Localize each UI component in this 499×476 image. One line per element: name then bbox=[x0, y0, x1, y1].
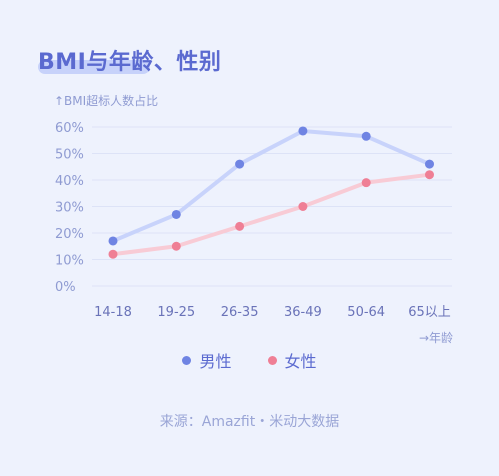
x-tick-label: 65以上 bbox=[408, 305, 451, 320]
y-tick-label: 40% bbox=[55, 174, 84, 189]
series-line-female bbox=[111, 172, 432, 257]
x-tick-label: 19-25 bbox=[157, 305, 195, 320]
x-tick-label: 50-64 bbox=[347, 305, 385, 320]
data-point-female bbox=[235, 221, 245, 231]
legend-label-male: 男性 bbox=[199, 352, 232, 371]
legend-label-female: 女性 bbox=[284, 352, 317, 371]
y-tick-label: 50% bbox=[55, 148, 84, 163]
data-point-female bbox=[298, 202, 308, 211]
data-point-male bbox=[298, 126, 308, 136]
y-axis-label: ↑BMI超标人数占比 bbox=[54, 94, 159, 108]
y-tick-label: 60% bbox=[55, 121, 84, 136]
x-axis-unit: →年龄 bbox=[418, 331, 453, 345]
y-tick-label: 0% bbox=[55, 280, 76, 295]
data-point-female bbox=[425, 170, 434, 180]
legend: 男性 女性 bbox=[0, 348, 499, 372]
y-tick-label: 20% bbox=[55, 227, 84, 242]
data-point-female bbox=[171, 241, 181, 251]
title-block: BMI与年龄、性别 bbox=[38, 44, 221, 76]
legend-dot-male bbox=[182, 355, 192, 365]
x-tick-label: 14-18 bbox=[94, 305, 132, 320]
data-point-male bbox=[425, 159, 434, 169]
data-point-female bbox=[361, 178, 371, 188]
legend-item-female: 女性 bbox=[267, 348, 317, 372]
legend-dot-female bbox=[267, 355, 277, 365]
chart-title: BMI与年龄、性别 bbox=[38, 50, 222, 75]
legend-item-male: 男性 bbox=[182, 348, 232, 372]
series-line-male bbox=[111, 128, 432, 243]
title-underline bbox=[38, 60, 150, 74]
x-tick-label: 36-49 bbox=[284, 305, 322, 320]
x-tick-label: 26-35 bbox=[221, 305, 259, 320]
data-point-male bbox=[235, 159, 245, 169]
data-point-male bbox=[108, 236, 118, 246]
source-text: 来源：Amazfit・米动大数据 bbox=[159, 414, 340, 430]
y-tick-label: 30% bbox=[55, 201, 84, 216]
data-point-female bbox=[108, 249, 118, 259]
data-point-male bbox=[171, 209, 181, 219]
data-point-male bbox=[361, 131, 371, 141]
y-tick-label: 10% bbox=[55, 254, 84, 269]
